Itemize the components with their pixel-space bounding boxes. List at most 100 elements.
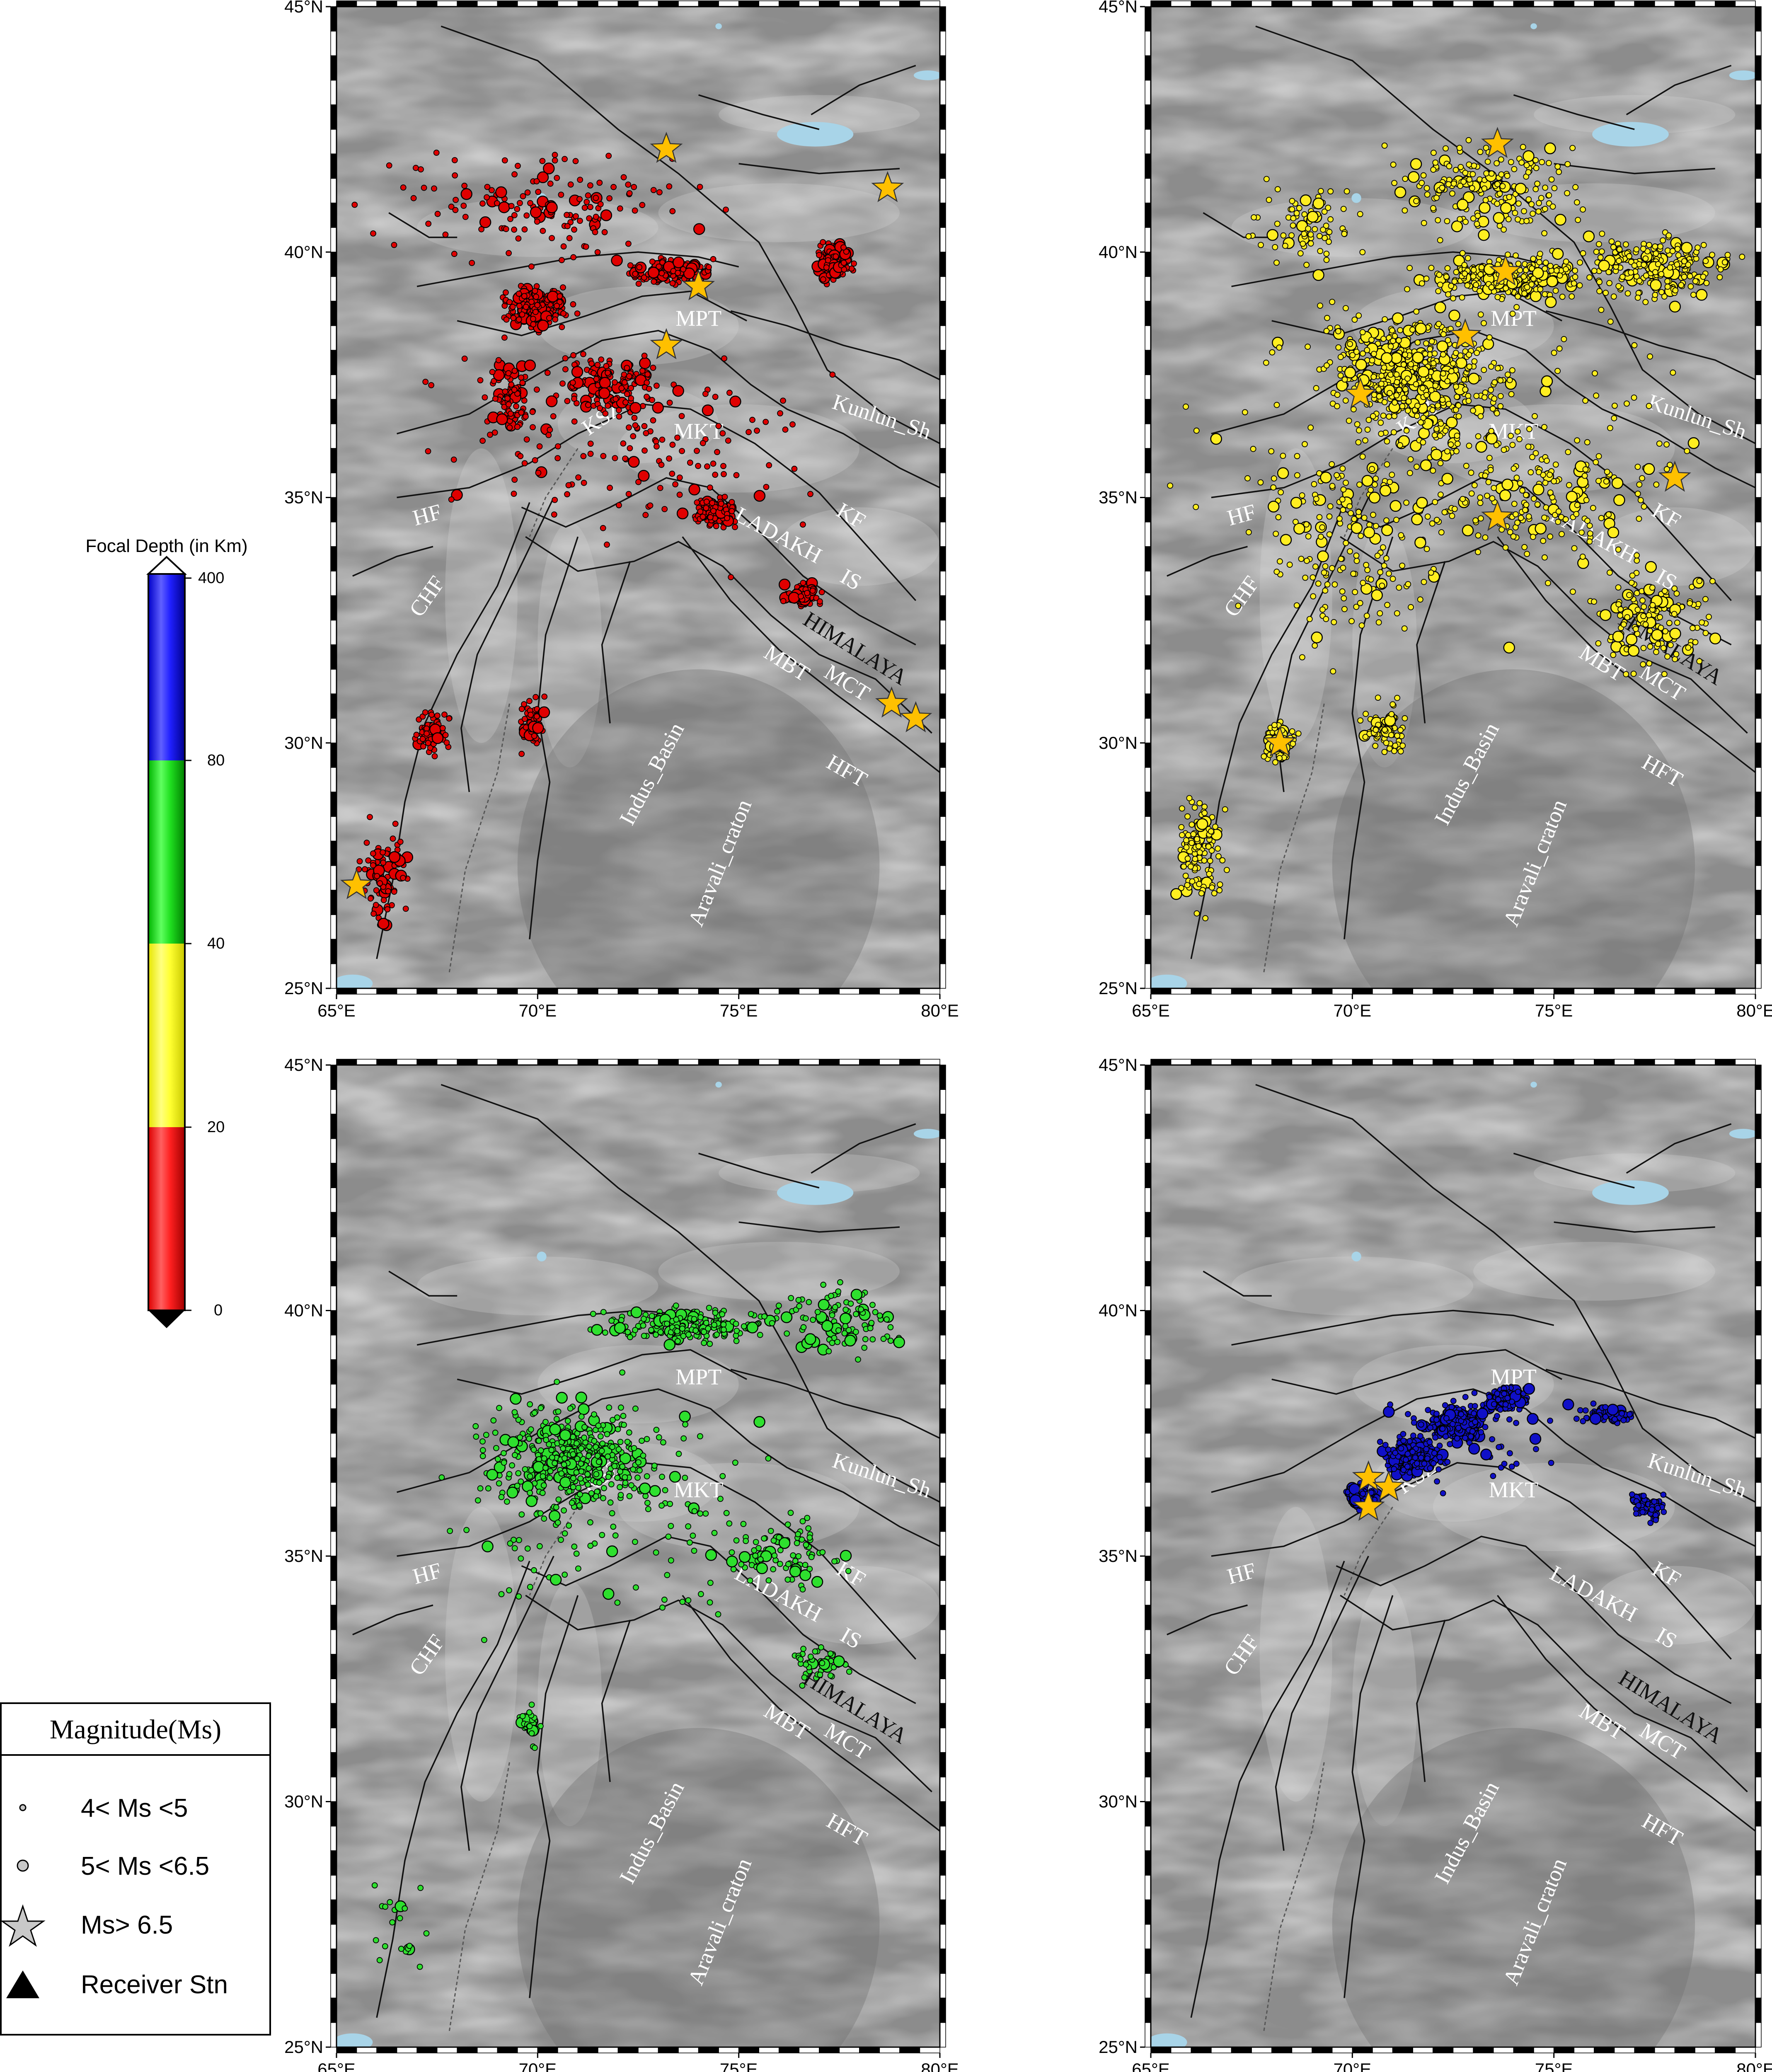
earthquake-event xyxy=(668,1523,674,1529)
earthquake-event xyxy=(377,880,383,886)
earthquake-event xyxy=(825,1348,832,1355)
earthquake-event xyxy=(662,1487,668,1493)
earthquake-event xyxy=(1305,344,1311,350)
earthquake-event xyxy=(511,212,518,218)
earthquake-event xyxy=(543,162,555,174)
earthquake-event xyxy=(574,1455,581,1462)
earthquake-event xyxy=(1583,230,1595,242)
earthquake-event xyxy=(1661,588,1668,594)
earthquake-event xyxy=(1353,552,1360,559)
earthquake-event xyxy=(675,1338,681,1344)
earthquake-event xyxy=(380,859,387,866)
earthquake-event xyxy=(1478,264,1485,271)
mountain-highlight xyxy=(537,286,739,365)
earthquake-event xyxy=(1431,432,1438,438)
earthquake-event xyxy=(577,177,583,183)
major-earthquake-star-icon xyxy=(871,171,904,202)
earthquake-event xyxy=(1437,491,1444,498)
earthquake-event xyxy=(1647,627,1653,634)
earthquake-event xyxy=(518,1511,525,1518)
earthquake-event xyxy=(1599,230,1605,237)
earthquake-event xyxy=(522,1480,534,1493)
earthquake-event xyxy=(1369,466,1375,472)
earthquake-event xyxy=(496,413,508,425)
earthquake-event xyxy=(1274,220,1281,227)
earthquake-event xyxy=(1323,362,1330,369)
earthquake-event xyxy=(803,1542,809,1548)
earthquake-event xyxy=(1347,548,1353,554)
earthquake-event xyxy=(1636,481,1643,488)
earthquake-event xyxy=(1552,288,1559,294)
earthquake-event xyxy=(1466,351,1472,358)
earthquake-event xyxy=(1368,576,1374,583)
earthquake-event xyxy=(1312,563,1319,570)
earthquake-event xyxy=(1348,510,1354,516)
earthquake-event xyxy=(650,187,657,194)
earthquake-event xyxy=(1374,552,1381,559)
earthquake-event xyxy=(1573,199,1580,206)
earthquake-event xyxy=(1310,593,1317,600)
earthquake-event xyxy=(846,1668,852,1675)
earthquake-event xyxy=(495,186,507,198)
earthquake-event xyxy=(1430,166,1437,173)
earthquake-event xyxy=(652,402,664,414)
earthquake-event xyxy=(1307,231,1314,238)
earthquake-event xyxy=(1371,392,1377,398)
earthquake-event xyxy=(647,266,660,279)
earthquake-event xyxy=(1327,503,1334,510)
earthquake-event xyxy=(1610,244,1617,250)
longitude-tick-label: 80°E xyxy=(921,1001,959,1020)
earthquake-event xyxy=(1541,424,1548,430)
earthquake-event xyxy=(351,201,358,208)
earthquake-event xyxy=(367,895,374,902)
earthquake-event xyxy=(1356,427,1362,433)
earthquake-event xyxy=(496,1405,502,1411)
earthquake-event xyxy=(1382,316,1388,322)
earthquake-event xyxy=(820,239,826,245)
earthquake-event xyxy=(642,512,649,518)
earthquake-event xyxy=(1290,741,1296,747)
earthquake-event xyxy=(829,371,836,378)
earthquake-event xyxy=(420,743,426,750)
earthquake-event xyxy=(1616,246,1623,253)
earthquake-event xyxy=(806,1534,813,1541)
earthquake-event xyxy=(1361,475,1374,487)
earthquake-event xyxy=(533,713,540,720)
earthquake-event xyxy=(1473,282,1479,288)
earthquake-event xyxy=(604,541,610,548)
earthquake-event xyxy=(560,310,566,317)
earthquake-event xyxy=(453,196,459,203)
earthquake-event xyxy=(477,377,484,383)
earthquake-event xyxy=(416,1963,423,1970)
earthquake-event xyxy=(628,456,640,468)
earthquake-event xyxy=(546,201,558,213)
fault-line xyxy=(397,403,917,601)
earthquake-event xyxy=(1352,589,1358,595)
earthquake-event xyxy=(554,1379,560,1385)
earthquake-event xyxy=(1462,191,1475,203)
earthquake-event xyxy=(1378,373,1385,379)
earthquake-event xyxy=(719,1473,726,1479)
earthquake-event xyxy=(1482,197,1489,203)
earthquake-event xyxy=(723,206,729,213)
earthquake-event xyxy=(1430,360,1437,367)
earthquake-event xyxy=(659,436,666,443)
earthquake-event xyxy=(1193,504,1199,510)
earthquake-event xyxy=(1646,612,1652,618)
earthquake-event xyxy=(502,388,508,395)
earthquake-event xyxy=(1641,261,1647,268)
earthquake-event xyxy=(1322,563,1329,569)
earthquake-event xyxy=(1211,890,1218,897)
earthquake-event xyxy=(1351,522,1363,534)
earthquake-event xyxy=(1377,419,1384,426)
fault-line xyxy=(1211,329,1755,489)
earthquake-event xyxy=(1515,200,1522,207)
earthquake-event xyxy=(770,1537,777,1544)
earthquake-event xyxy=(1363,562,1370,568)
earthquake-event xyxy=(733,1321,739,1327)
earthquake-event xyxy=(835,1327,842,1334)
earthquake-event xyxy=(1623,671,1629,678)
earthquake-event xyxy=(1402,351,1409,358)
earthquake-event xyxy=(637,1467,643,1474)
earthquake-event xyxy=(1209,884,1215,891)
